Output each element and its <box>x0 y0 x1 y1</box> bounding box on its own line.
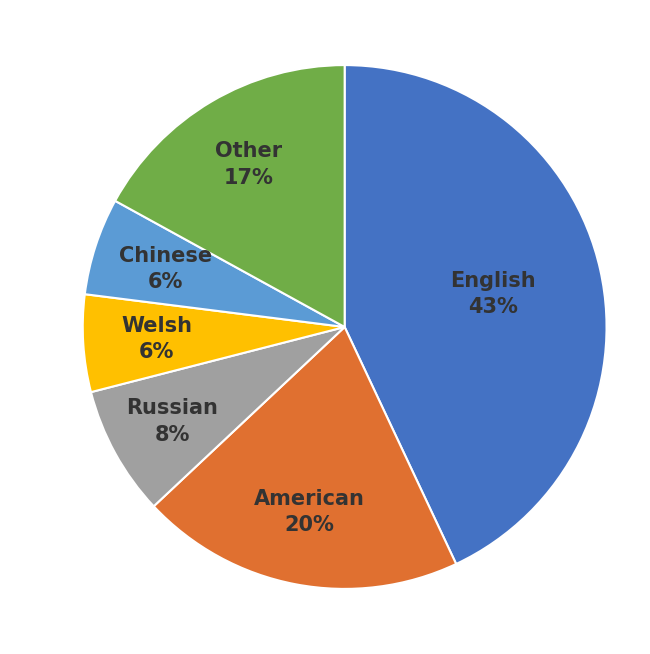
Wedge shape <box>91 327 344 506</box>
Text: Russian
8%: Russian 8% <box>127 398 218 445</box>
Wedge shape <box>115 65 344 327</box>
Text: Chinese
6%: Chinese 6% <box>119 245 212 292</box>
Wedge shape <box>83 294 344 392</box>
Text: English
43%: English 43% <box>450 271 536 317</box>
Text: Other
17%: Other 17% <box>215 141 282 188</box>
Text: Welsh
6%: Welsh 6% <box>121 316 192 362</box>
Wedge shape <box>153 327 456 589</box>
Wedge shape <box>84 201 344 327</box>
Text: American
20%: American 20% <box>254 489 365 536</box>
Wedge shape <box>344 65 606 564</box>
